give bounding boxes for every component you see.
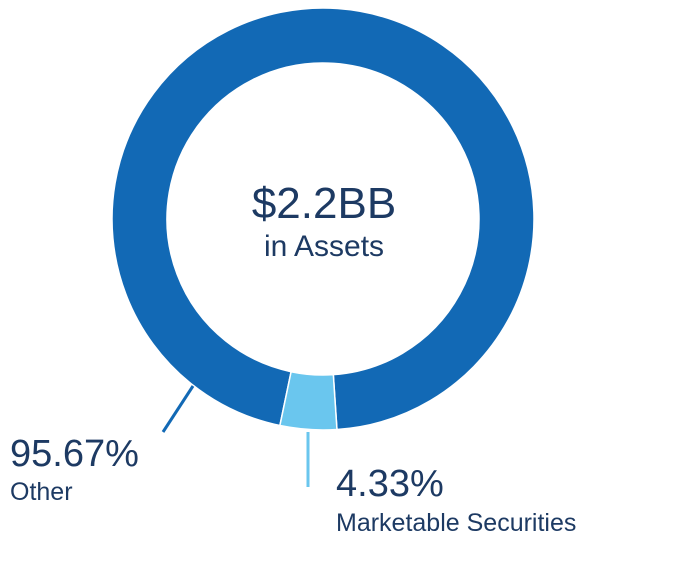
center-value: $2.2BB: [252, 179, 396, 228]
slice-marketable-securities: [278, 370, 338, 431]
other-category-label: Other: [10, 478, 73, 506]
center-label: in Assets: [264, 230, 384, 263]
marketable-securities-category-label: Marketable Securities: [336, 509, 576, 537]
slice-other: [111, 7, 535, 431]
marketable-securities-value-label: 4.33%: [336, 463, 444, 505]
donut-slices: [111, 7, 535, 431]
other-leader-line: [161, 385, 195, 433]
other-value-label: 95.67%: [10, 433, 139, 475]
